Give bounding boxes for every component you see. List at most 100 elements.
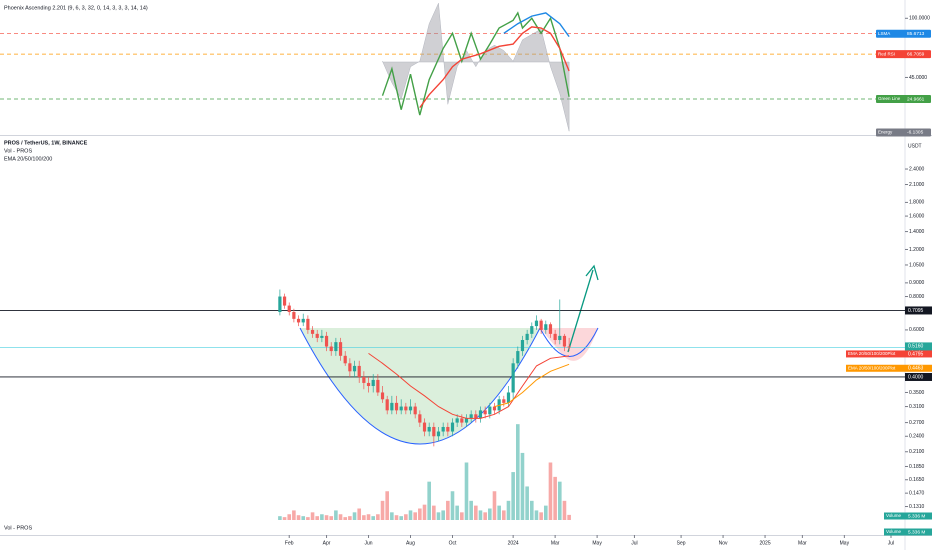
- candle-body: [455, 418, 459, 423]
- y-tick-label: 0.1850: [909, 464, 925, 470]
- candle-body: [525, 333, 529, 341]
- x-tick-label: Mar: [551, 540, 560, 546]
- candle-body: [497, 399, 501, 411]
- volume-bar: [530, 500, 534, 520]
- volume-bar: [362, 515, 366, 520]
- candle-body: [292, 312, 296, 319]
- candle-body: [366, 382, 371, 387]
- x-tick-label: Apr: [323, 540, 331, 546]
- volume-bar: [460, 512, 464, 520]
- volume-bar: [338, 514, 343, 520]
- x-tick-label: 2024: [508, 540, 519, 546]
- y-tick-label: 0.2100: [909, 449, 925, 455]
- badge: [876, 29, 931, 38]
- volume-bar: [502, 510, 506, 520]
- y-tick-label: 1.2000: [909, 247, 925, 253]
- volume-bar: [432, 505, 436, 520]
- candle-body: [534, 320, 539, 327]
- candle-body: [478, 410, 483, 419]
- volume-bar: [469, 500, 473, 520]
- volume-bar: [418, 508, 422, 520]
- price-badge: [905, 306, 932, 315]
- volume-bar: [427, 481, 431, 520]
- ema-badge-value: 0.4795: [908, 351, 924, 357]
- volume-bar: [371, 516, 375, 520]
- y-tick-label: 0.9000: [909, 280, 925, 286]
- ema-badge-name: EMA 20/50/100/200Plot: [848, 365, 896, 370]
- candle-body: [488, 406, 492, 415]
- volume-bar: [366, 514, 371, 520]
- y-tick-label: 0.6000: [909, 327, 925, 333]
- y-tick-label: 0.1470: [909, 490, 925, 496]
- volume-bar: [390, 512, 394, 520]
- candle-body: [492, 406, 497, 411]
- volume-bar: [567, 514, 571, 520]
- candle-body: [539, 320, 543, 330]
- volume-bar: [436, 512, 441, 520]
- symbol-title: PROS / TetherUS, 1W, BINANCE: [4, 140, 88, 146]
- candle-body: [296, 318, 301, 323]
- candle-body: [320, 335, 324, 338]
- badge-value: -6.1305: [907, 130, 924, 136]
- volume-bar: [413, 512, 417, 520]
- candle-body: [506, 392, 511, 403]
- bottom-pane-label: Vol - PROS: [4, 525, 32, 531]
- y-tick-label: 2.1000: [909, 182, 925, 188]
- candle-body: [376, 379, 380, 393]
- arrow-head: [585, 264, 599, 281]
- volume-bar: [282, 517, 287, 520]
- candle-body: [394, 402, 399, 411]
- y-tick-label: 0.1310: [909, 504, 925, 510]
- volume-bar: [394, 515, 399, 520]
- x-tick-label: Feb: [285, 540, 294, 546]
- volume-bar: [278, 516, 282, 520]
- y-tick-label: 0.3100: [909, 404, 925, 410]
- candle-body: [436, 431, 441, 437]
- candle-body: [474, 414, 478, 419]
- candle-body: [408, 406, 413, 411]
- candle-body: [385, 399, 389, 411]
- candle-body: [530, 326, 534, 334]
- badge-value: 24.9661: [907, 96, 925, 102]
- y-tick-label: 0.1650: [909, 477, 925, 483]
- candle-body: [287, 305, 291, 313]
- candle-body: [348, 363, 352, 372]
- indicator-line: [503, 12, 570, 38]
- x-tick-label: Jun: [364, 540, 372, 546]
- volume-badge: [884, 528, 932, 536]
- volume-bar: [455, 505, 459, 520]
- legend-ema: EMA 20/50/100/200: [4, 156, 52, 162]
- candle-body: [558, 335, 562, 341]
- volume-bar: [506, 500, 511, 520]
- volume-badge-name: Volume: [886, 513, 902, 518]
- x-tick-label: May: [840, 540, 850, 546]
- volume-bar: [292, 510, 296, 520]
- candle-body: [567, 346, 571, 348]
- candle-body: [413, 406, 417, 415]
- candle-body: [427, 426, 431, 432]
- cup-arc: [299, 327, 541, 445]
- candle-body: [446, 426, 450, 432]
- volume-bar: [539, 512, 543, 520]
- candle-body: [357, 365, 361, 377]
- candle-body: [544, 324, 548, 330]
- badge: [876, 95, 931, 104]
- volume-bar: [301, 516, 306, 520]
- badge-name: Energy: [878, 130, 893, 135]
- volume-badge-value: 5.336 M: [908, 513, 925, 519]
- x-tick-label: 2025: [759, 540, 770, 546]
- y-tick-label: 45.0000: [909, 75, 927, 81]
- volume-bar: [488, 508, 492, 520]
- volume-bar: [404, 514, 408, 520]
- last-price-label: 0.5160: [908, 344, 924, 350]
- candle-body: [511, 363, 515, 393]
- candle-body: [301, 318, 305, 323]
- candle-body: [306, 318, 310, 330]
- candle-body: [562, 335, 567, 347]
- x-tick-label: Sep: [677, 540, 686, 546]
- volume-bar: [399, 516, 403, 520]
- volume-bar: [315, 516, 320, 520]
- volume-bar: [543, 505, 548, 520]
